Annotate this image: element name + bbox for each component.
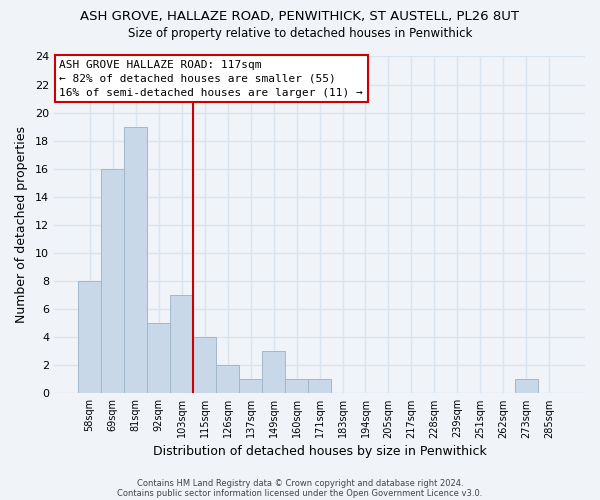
- Bar: [101, 169, 124, 394]
- Bar: [515, 380, 538, 394]
- Bar: [262, 351, 285, 394]
- Text: Contains public sector information licensed under the Open Government Licence v3: Contains public sector information licen…: [118, 488, 482, 498]
- X-axis label: Distribution of detached houses by size in Penwithick: Distribution of detached houses by size …: [152, 444, 487, 458]
- Bar: [308, 380, 331, 394]
- Bar: [78, 281, 101, 394]
- Bar: [193, 337, 216, 394]
- Text: Size of property relative to detached houses in Penwithick: Size of property relative to detached ho…: [128, 28, 472, 40]
- Text: ASH GROVE HALLAZE ROAD: 117sqm
← 82% of detached houses are smaller (55)
16% of : ASH GROVE HALLAZE ROAD: 117sqm ← 82% of …: [59, 60, 363, 98]
- Bar: [147, 323, 170, 394]
- Bar: [239, 380, 262, 394]
- Bar: [285, 380, 308, 394]
- Bar: [170, 295, 193, 394]
- Y-axis label: Number of detached properties: Number of detached properties: [15, 126, 28, 324]
- Text: Contains HM Land Registry data © Crown copyright and database right 2024.: Contains HM Land Registry data © Crown c…: [137, 478, 463, 488]
- Text: ASH GROVE, HALLAZE ROAD, PENWITHICK, ST AUSTELL, PL26 8UT: ASH GROVE, HALLAZE ROAD, PENWITHICK, ST …: [80, 10, 520, 23]
- Bar: [124, 126, 147, 394]
- Bar: [216, 366, 239, 394]
